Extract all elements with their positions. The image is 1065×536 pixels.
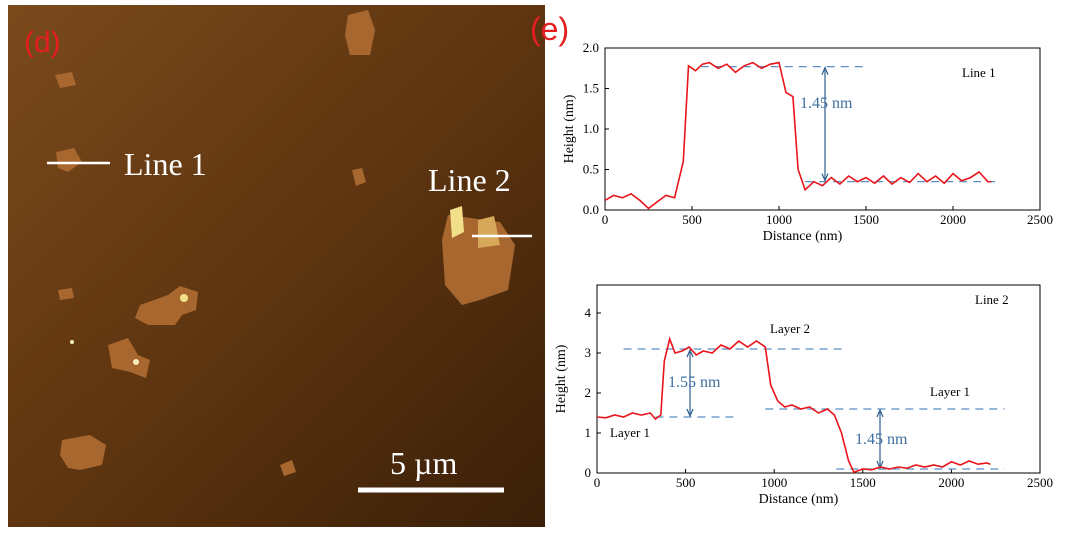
y-axis-label: Height (nm) (554, 344, 569, 413)
annotation: Layer 1 (610, 425, 650, 440)
x-tick-label: 2500 (1027, 475, 1053, 490)
chart: 0 500 1000 1500 2000 2500 0 1 2 3 4 Distance (nm) He… (554, 284, 1053, 507)
line-label: Line 2 (428, 162, 511, 198)
plot-frame (596, 284, 1041, 474)
x-tick-label: 1500 (850, 475, 876, 490)
particle (70, 340, 74, 344)
y-tick-label: 1.0 (583, 121, 599, 136)
y-tick-label: 0.5 (583, 162, 599, 177)
annotation: Layer 2 (770, 321, 810, 336)
y-tick-label: 2 (585, 385, 592, 400)
x-tick-label: 1000 (766, 212, 792, 227)
arrow-head (686, 348, 694, 418)
x-tick-label: 1500 (853, 212, 879, 227)
x-tick-label: 0 (594, 475, 601, 490)
profile-line (596, 336, 991, 474)
x-tick-label: 0 (602, 212, 609, 227)
y-tick-label: 0.0 (583, 202, 599, 217)
line-label: Line 1 (124, 146, 207, 182)
y-tick-label: 4 (585, 305, 592, 320)
annotation: 1.45 nm (855, 431, 908, 448)
afm-image: (d) Line 1 Line 2 5 µm (8, 5, 545, 527)
x-tick-label: 1000 (761, 475, 787, 490)
x-tick-label: 500 (682, 212, 702, 227)
x-tick-label: 2000 (940, 212, 966, 227)
annotation: Line 2 (975, 292, 1009, 307)
flake-bilayer (478, 216, 500, 248)
particle (133, 359, 139, 365)
y-axis-label: Height (nm) (562, 94, 577, 163)
y-tick-label: 1.5 (583, 81, 599, 96)
flake-bilayer (450, 206, 464, 238)
y-tick-label: 2.0 (583, 40, 599, 55)
arrow-head (876, 408, 884, 470)
x-tick-label: 2500 (1027, 212, 1053, 227)
annotation: Layer 1 (930, 384, 970, 399)
y-tick-label: 3 (585, 345, 592, 360)
x-axis-label: Distance (nm) (759, 492, 839, 507)
profile-line (604, 61, 992, 210)
scale-bar-label: 5 µm (390, 445, 457, 481)
annotation: 1.45 nm (800, 95, 853, 112)
x-tick-label: 500 (676, 475, 696, 490)
panel-label: (e) (530, 11, 569, 47)
y-tick-label: 0 (585, 465, 592, 480)
panel-label: (d) (24, 26, 61, 59)
arrow-head (821, 66, 829, 183)
annotation: Line 1 (962, 65, 996, 80)
x-axis-label: Distance (nm) (763, 229, 843, 244)
chart: 0 500 1000 1500 2000 2500 0.0 0.5 1.0 1.5 2.0 Dista… (562, 40, 1053, 244)
annotation: 1.55 nm (668, 374, 721, 391)
y-tick-label: 1 (585, 425, 592, 440)
particle (180, 294, 188, 302)
x-tick-label: 2000 (938, 475, 964, 490)
